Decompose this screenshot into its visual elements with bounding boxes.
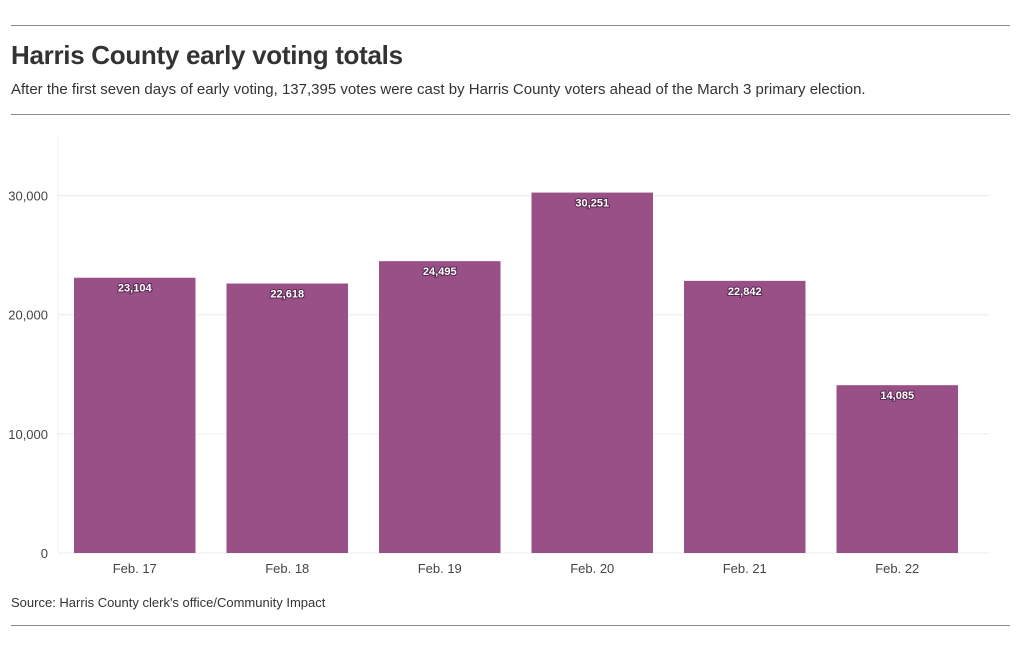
bar — [74, 277, 196, 553]
bar — [379, 261, 501, 553]
bar-value-label: 22,842 — [728, 286, 762, 298]
y-tick-label: 20,000 — [8, 308, 48, 323]
x-tick-label: Feb. 18 — [265, 561, 309, 576]
header-divider — [11, 114, 1010, 115]
bar — [684, 280, 806, 553]
chart-title: Harris County early voting totals — [11, 40, 403, 70]
bar-value-label: 22,618 — [270, 289, 304, 301]
x-tick-label: Feb. 21 — [723, 561, 767, 576]
y-tick-label: 0 — [41, 546, 48, 561]
bar-value-label: 30,251 — [575, 198, 609, 210]
bar-value-label: 23,104 — [118, 283, 153, 295]
top-divider — [11, 25, 1010, 26]
bar — [531, 192, 653, 554]
source-note: Source: Harris County clerk's office/Com… — [11, 595, 326, 610]
bar — [836, 385, 958, 553]
chart-subtitle: After the first seven days of early voti… — [11, 81, 866, 98]
bar — [226, 283, 348, 553]
x-tick-label: Feb. 22 — [875, 561, 919, 576]
x-tick-label: Feb. 20 — [570, 561, 614, 576]
y-tick-label: 30,000 — [8, 189, 48, 204]
bottom-divider — [11, 625, 1010, 626]
bar-value-label: 14,085 — [880, 390, 914, 402]
y-tick-label: 10,000 — [8, 427, 48, 442]
x-tick-label: Feb. 19 — [418, 561, 462, 576]
x-tick-label: Feb. 17 — [113, 561, 157, 576]
bar-value-label: 24,495 — [423, 266, 457, 278]
